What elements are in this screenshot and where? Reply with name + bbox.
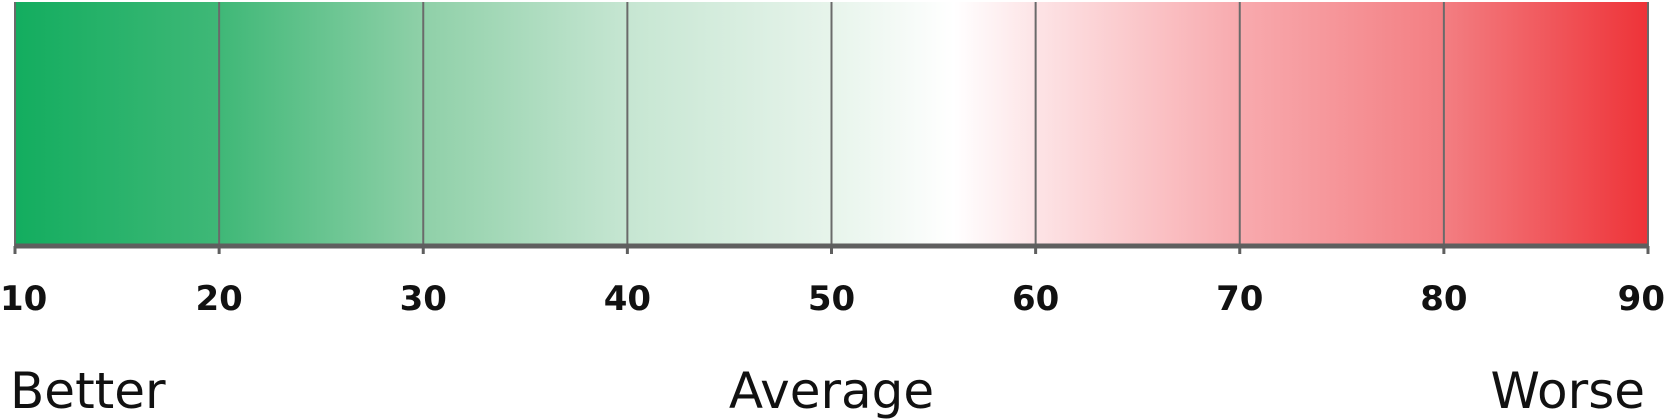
- tick-label: 80: [1420, 279, 1467, 319]
- tick-marks: [13, 246, 1650, 254]
- tick-label: 10: [0, 279, 47, 319]
- divider-lines: [14, 2, 1649, 246]
- worse-label: Worse: [1491, 362, 1645, 420]
- tick-label: 30: [400, 279, 447, 319]
- average-label: Average: [729, 362, 934, 420]
- better-label: Better: [10, 362, 166, 420]
- tick-label: 50: [808, 279, 855, 319]
- tick-label: 90: [1618, 279, 1665, 319]
- tick-labels: 10 20 30 40 50 60 70 80 90: [0, 279, 1665, 319]
- tick-label: 20: [195, 279, 242, 319]
- tick-label: 40: [604, 279, 651, 319]
- tick-label: 60: [1012, 279, 1059, 319]
- tick-label: 70: [1216, 279, 1263, 319]
